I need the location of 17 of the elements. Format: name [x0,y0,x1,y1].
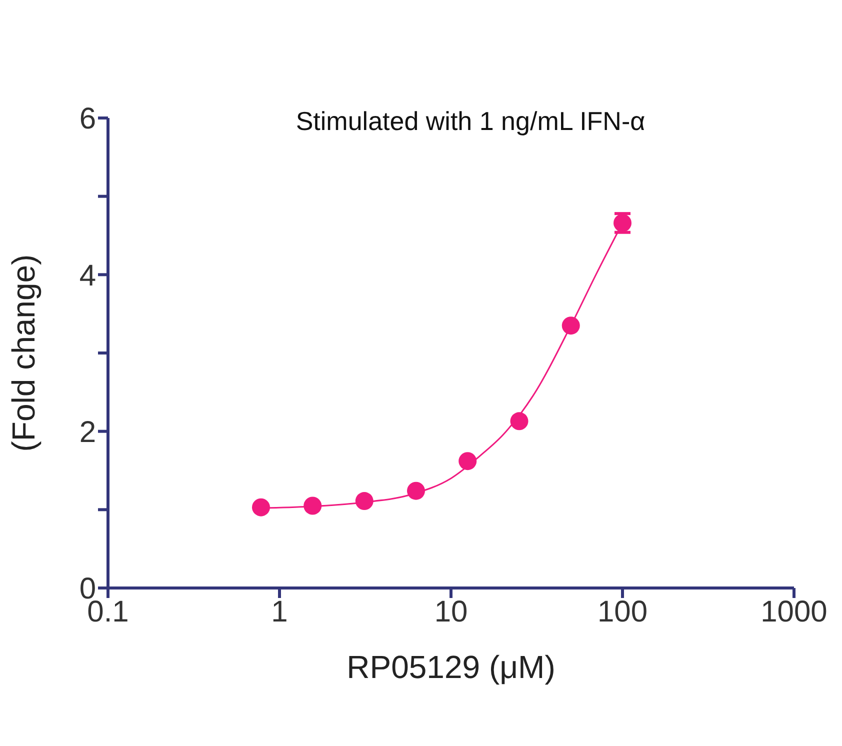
point [510,412,528,430]
x-axis-title: RP05129 (μM) [346,649,556,685]
x-tick-label: 1 [271,595,288,628]
point [252,498,270,516]
point [406,482,425,500]
point [304,496,322,515]
chart-title: Stimulated with 1 ng/mL IFN-α [294,106,646,137]
x-tick-label: 1000 [760,595,828,628]
y-tick-label: 6 [79,102,96,136]
point [562,316,580,335]
y-axis-title: (Fold change) [5,254,42,452]
y-tick-label: 4 [79,259,96,292]
x-tick-label: 100 [597,595,648,628]
point [458,452,477,470]
y-tick-label: 2 [79,416,96,449]
x-tick-label: 10 [434,595,468,628]
point [355,492,374,510]
